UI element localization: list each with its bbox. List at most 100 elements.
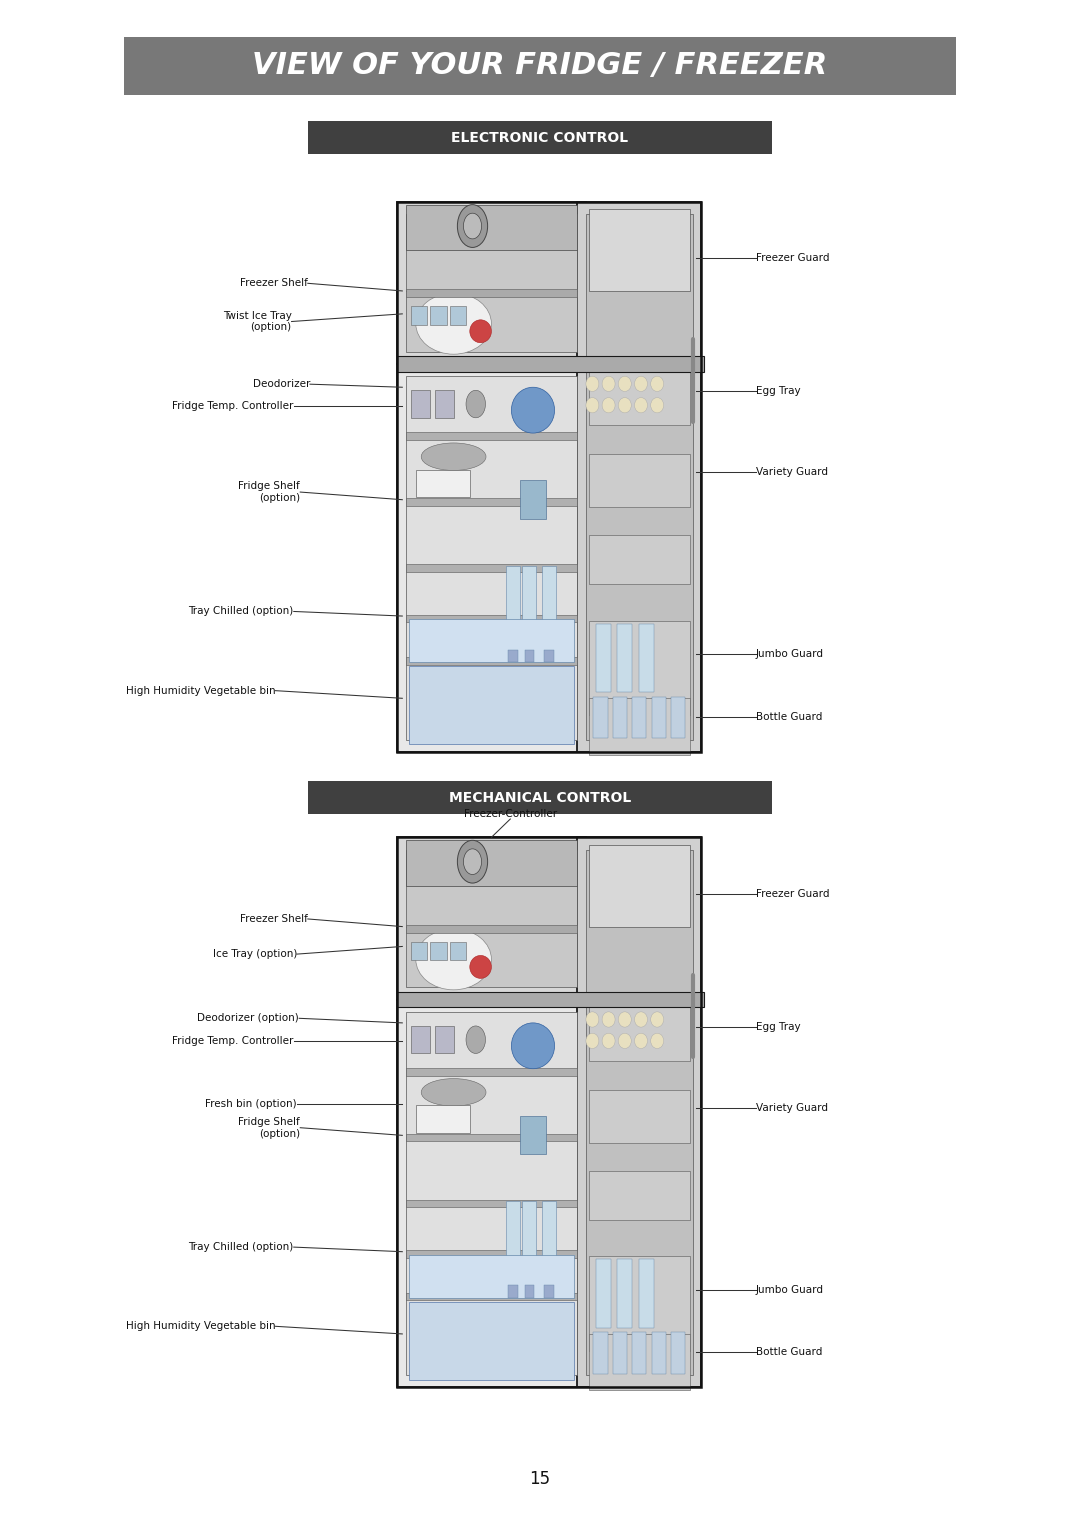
Ellipse shape	[603, 1012, 616, 1027]
Bar	[652, 1332, 665, 1374]
Bar	[590, 368, 689, 425]
Bar	[590, 1089, 689, 1143]
Ellipse shape	[421, 1079, 486, 1106]
Ellipse shape	[618, 1012, 631, 1027]
Text: Freezer Shelf: Freezer Shelf	[240, 914, 308, 924]
Ellipse shape	[635, 376, 648, 391]
Bar	[397, 999, 585, 1387]
Bar	[417, 1105, 471, 1132]
Bar	[406, 432, 577, 440]
Bar	[406, 657, 577, 665]
Bar	[406, 924, 577, 932]
Bar	[590, 1004, 689, 1060]
Ellipse shape	[635, 1012, 648, 1027]
Bar	[596, 1259, 611, 1328]
Ellipse shape	[635, 397, 648, 413]
Bar	[397, 837, 585, 999]
Text: Bottle Guard: Bottle Guard	[756, 1348, 822, 1357]
Text: VIEW OF YOUR FRIDGE / FREEZER: VIEW OF YOUR FRIDGE / FREEZER	[253, 52, 827, 79]
Bar	[521, 480, 546, 518]
Ellipse shape	[416, 929, 491, 990]
Bar	[411, 941, 428, 960]
Ellipse shape	[467, 1025, 486, 1053]
Text: Deodorizer (option): Deodorizer (option)	[198, 1013, 299, 1024]
Ellipse shape	[585, 376, 598, 391]
Bar	[523, 1201, 537, 1285]
Bar	[397, 202, 702, 752]
Text: Jumbo Guard: Jumbo Guard	[756, 1285, 824, 1294]
Text: Variety Guard: Variety Guard	[756, 1103, 828, 1112]
Bar	[590, 1256, 689, 1351]
Bar	[590, 209, 689, 290]
Ellipse shape	[585, 1033, 598, 1048]
Text: Twist Ice Tray
(option): Twist Ice Tray (option)	[222, 310, 292, 332]
Text: Egg Tray: Egg Tray	[756, 1022, 800, 1031]
Ellipse shape	[650, 1033, 663, 1048]
Bar	[397, 356, 704, 371]
Bar	[406, 614, 577, 622]
Bar	[397, 992, 704, 1007]
Text: Ice Tray (option): Ice Tray (option)	[213, 949, 297, 960]
Bar	[590, 1170, 689, 1219]
Text: Deodorizer: Deodorizer	[253, 379, 310, 390]
Bar	[652, 697, 665, 738]
Ellipse shape	[603, 397, 616, 413]
Bar	[406, 498, 577, 506]
Bar	[406, 1293, 577, 1300]
Bar	[411, 1025, 431, 1053]
Bar	[397, 202, 585, 364]
Bar	[577, 202, 702, 752]
Bar	[406, 214, 577, 351]
Bar	[406, 1068, 577, 1076]
Bar	[409, 1254, 575, 1297]
Bar	[594, 697, 607, 738]
Text: Freezer Guard: Freezer Guard	[756, 889, 829, 898]
Bar	[507, 565, 521, 649]
Bar	[590, 1334, 689, 1390]
Bar	[585, 214, 693, 740]
Bar	[406, 376, 577, 740]
Ellipse shape	[470, 319, 491, 342]
Bar	[406, 1250, 577, 1258]
Bar	[590, 845, 689, 926]
Ellipse shape	[467, 390, 486, 417]
Bar	[671, 1332, 685, 1374]
Bar	[671, 697, 685, 738]
Bar	[544, 1285, 554, 1297]
Bar	[308, 781, 772, 814]
Ellipse shape	[585, 1012, 598, 1027]
Text: ELECTRONIC CONTROL: ELECTRONIC CONTROL	[451, 130, 629, 145]
Ellipse shape	[416, 293, 491, 354]
Bar	[542, 1201, 556, 1285]
Text: Tray Chilled (option): Tray Chilled (option)	[189, 1242, 294, 1251]
Bar	[613, 1332, 626, 1374]
Text: MECHANICAL CONTROL: MECHANICAL CONTROL	[449, 790, 631, 805]
Bar	[409, 1302, 575, 1380]
Bar	[406, 564, 577, 571]
Bar	[308, 121, 772, 154]
Text: Fridge Shelf
(option): Fridge Shelf (option)	[239, 1117, 300, 1138]
Bar	[406, 289, 577, 296]
Text: High Humidity Vegetable bin: High Humidity Vegetable bin	[125, 686, 275, 695]
Bar	[633, 697, 646, 738]
Text: Freezer-Controller: Freezer-Controller	[463, 808, 557, 819]
Ellipse shape	[458, 840, 488, 883]
Bar	[639, 1259, 654, 1328]
Ellipse shape	[650, 376, 663, 391]
Text: Fridge Temp. Controller: Fridge Temp. Controller	[173, 400, 294, 411]
Bar	[397, 364, 585, 752]
Text: High Humidity Vegetable bin: High Humidity Vegetable bin	[125, 1322, 275, 1331]
Bar	[639, 623, 654, 692]
Ellipse shape	[585, 397, 598, 413]
Text: Bottle Guard: Bottle Guard	[756, 712, 822, 721]
Ellipse shape	[463, 214, 482, 238]
Bar	[406, 840, 577, 886]
Text: Fridge Shelf
(option): Fridge Shelf (option)	[239, 481, 300, 503]
Bar	[431, 306, 447, 324]
Bar	[590, 535, 689, 584]
Ellipse shape	[421, 443, 486, 471]
Text: Egg Tray: Egg Tray	[756, 387, 800, 396]
Ellipse shape	[458, 205, 488, 248]
Bar	[411, 390, 431, 417]
Ellipse shape	[470, 955, 491, 978]
